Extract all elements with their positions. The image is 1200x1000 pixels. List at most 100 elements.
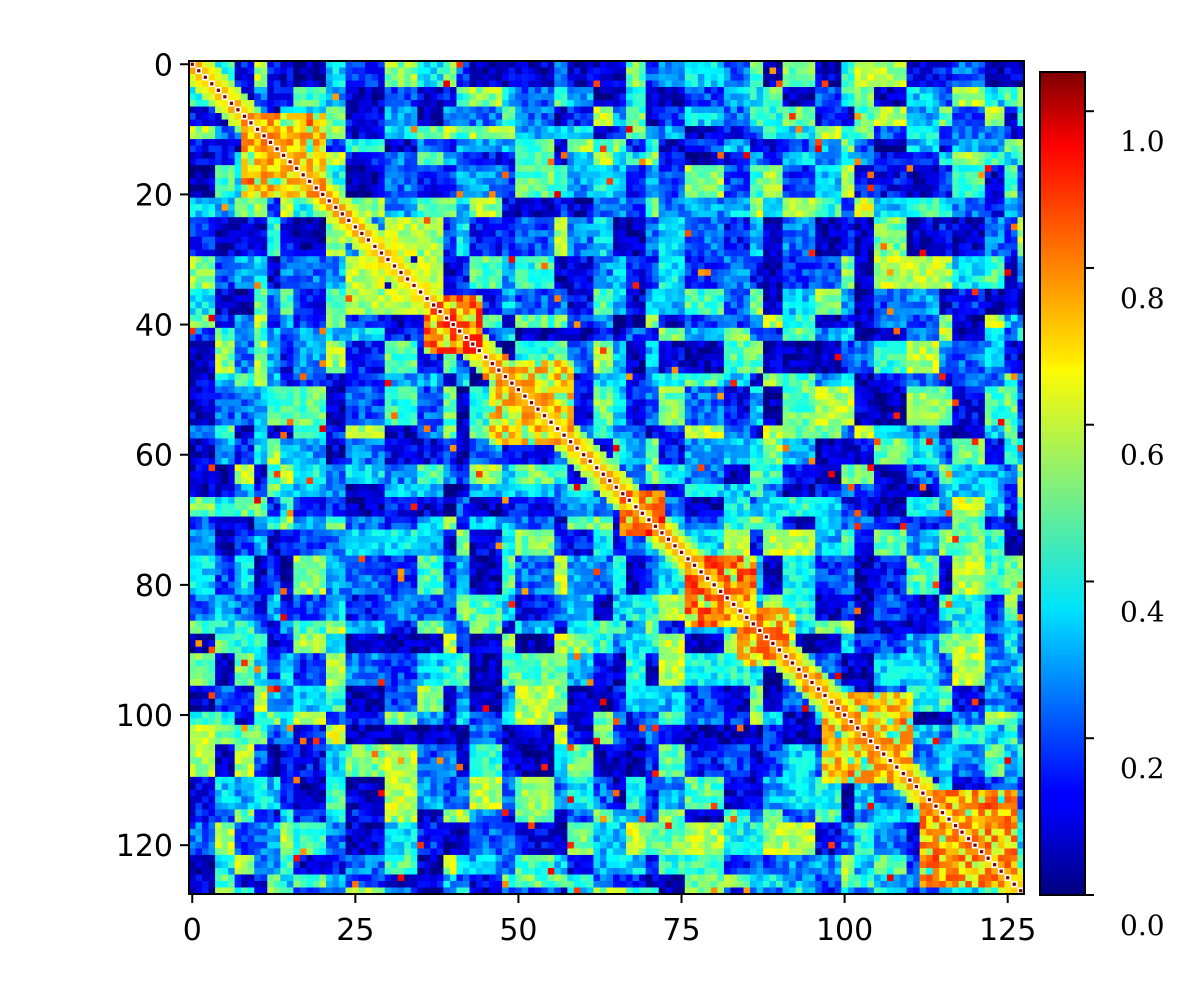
- heatmap-cell: [652, 184, 660, 192]
- heatmap-cell: [430, 249, 438, 257]
- heatmap-cell: [782, 288, 790, 296]
- heatmap-cell: [691, 113, 699, 121]
- heatmap-cell: [430, 288, 438, 296]
- heatmap-cell: [900, 145, 908, 153]
- heatmap-cell: [756, 210, 764, 218]
- heatmap-cell: [332, 61, 340, 69]
- heatmap-cell: [593, 184, 601, 192]
- heatmap-cell: [893, 262, 901, 270]
- heatmap-cell: [312, 256, 321, 264]
- heatmap-cell: [919, 184, 927, 192]
- heatmap-cell: [489, 93, 497, 101]
- heatmap-cell: [195, 152, 203, 160]
- heatmap-cell: [769, 80, 777, 88]
- heatmap-cell: [410, 87, 418, 95]
- heatmap-cell: [665, 288, 673, 296]
- heatmap-cell: [254, 106, 262, 114]
- heatmap-cell: [971, 93, 979, 101]
- heatmap-cell: [619, 145, 627, 153]
- heatmap-cell: [397, 93, 405, 101]
- heatmap-cell: [965, 236, 973, 244]
- heatmap-cell: [723, 67, 732, 75]
- heatmap-cell: [515, 275, 523, 283]
- heatmap-cell: [769, 301, 777, 309]
- heatmap-cell: [273, 139, 281, 147]
- heatmap-cell: [339, 132, 347, 140]
- heatmap-cell: [528, 126, 536, 134]
- heatmap-cell: [208, 106, 216, 114]
- heatmap-cell: [528, 67, 536, 75]
- heatmap-cell: [697, 93, 705, 101]
- heatmap-cell: [730, 87, 738, 95]
- heatmap-cell: [352, 145, 360, 153]
- heatmap-cell: [860, 165, 869, 173]
- heatmap-cell: [867, 67, 875, 75]
- heatmap-cell: [906, 93, 914, 101]
- heatmap-cell: [202, 210, 210, 218]
- heatmap-cell: [932, 308, 940, 316]
- heatmap-cell: [854, 113, 862, 121]
- heatmap-cells: [189, 61, 1025, 895]
- heatmap-cell: [554, 191, 562, 199]
- heatmap-cell: [410, 243, 418, 251]
- heatmap-cell: [1017, 301, 1025, 309]
- heatmap-cell: [939, 308, 947, 316]
- heatmap-cell: [234, 249, 242, 257]
- heatmap-cell: [873, 301, 882, 309]
- heatmap-cell: [658, 165, 666, 173]
- heatmap-cell: [352, 100, 360, 108]
- heatmap-cell: [776, 132, 784, 140]
- heatmap-cell: [586, 282, 595, 290]
- heatmap-cell: [410, 249, 418, 257]
- heatmap-cell: [854, 139, 862, 147]
- heatmap-cell: [410, 74, 418, 82]
- heatmap-cell: [319, 126, 327, 134]
- heatmap-cell: [515, 210, 523, 218]
- heatmap-cell: [750, 132, 758, 140]
- heatmap-cell: [717, 197, 725, 205]
- heatmap-cell: [195, 106, 203, 114]
- heatmap-cell: [893, 230, 901, 238]
- heatmap-cell: [521, 282, 529, 290]
- heatmap-cell: [515, 165, 523, 173]
- heatmap-cell: [626, 197, 634, 205]
- heatmap-cell: [619, 106, 627, 114]
- heatmap-cell: [273, 275, 281, 283]
- heatmap-cell: [221, 178, 229, 186]
- heatmap-cell: [456, 87, 464, 95]
- heatmap-cell: [665, 262, 673, 270]
- heatmap-cell: [554, 249, 562, 257]
- heatmap-cell: [893, 210, 901, 218]
- heatmap-cell: [978, 106, 986, 114]
- heatmap-cell: [384, 80, 392, 88]
- heatmap-cell: [613, 126, 621, 134]
- heatmap-cell: [847, 295, 855, 303]
- heatmap-cell: [573, 165, 581, 173]
- heatmap-cell: [228, 288, 236, 296]
- heatmap-cell: [913, 223, 921, 231]
- heatmap-cell: [1017, 132, 1025, 140]
- heatmap-cell: [384, 243, 392, 251]
- heatmap-cell: [652, 223, 660, 231]
- heatmap-cell: [632, 256, 640, 264]
- heatmap-cell: [763, 119, 771, 127]
- heatmap-cell: [273, 236, 281, 244]
- heatmap-cell: [286, 165, 294, 173]
- heatmap-cell: [312, 165, 321, 173]
- heatmap-cell: [991, 74, 999, 82]
- heatmap-cell: [926, 132, 934, 140]
- heatmap-cell: [365, 184, 373, 192]
- heatmap-cell: [808, 74, 816, 82]
- heatmap-cell: [965, 204, 973, 212]
- heatmap-cell: [515, 132, 523, 140]
- heatmap-cell: [867, 171, 875, 179]
- heatmap-cell: [919, 171, 927, 179]
- heatmap-cell: [195, 204, 203, 212]
- heatmap-cell: [586, 236, 595, 244]
- heatmap-cell: [339, 275, 347, 283]
- heatmap-cell: [769, 152, 777, 160]
- heatmap-cell: [436, 106, 445, 114]
- heatmap-cell: [515, 204, 523, 212]
- heatmap-cell: [306, 204, 314, 212]
- heatmap-cell: [984, 67, 992, 75]
